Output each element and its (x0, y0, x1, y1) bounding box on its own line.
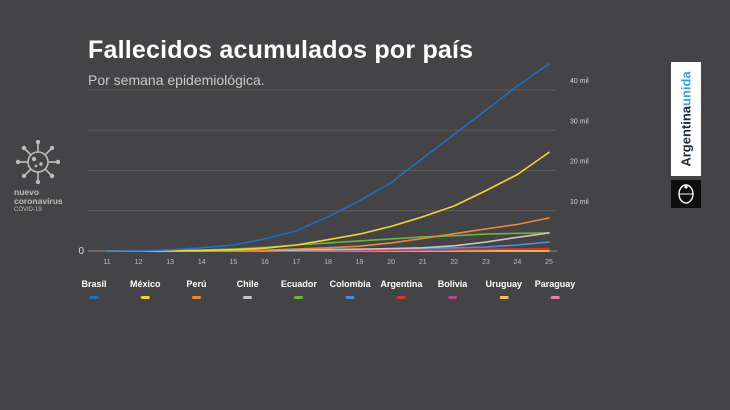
legend-item-uruguay: Uruguay (485, 279, 523, 299)
x-tick-label: 19 (356, 259, 364, 266)
y-tick-label: 30 mil (570, 118, 589, 125)
legend-item-peru: Perú (186, 279, 206, 299)
x-tick-label: 15 (229, 259, 237, 266)
legend-swatch (140, 296, 150, 299)
legend-swatch (294, 296, 304, 299)
x-tick-label: 14 (198, 259, 206, 266)
legend-label: Perú (186, 279, 207, 289)
legend-item-paraguay: Paraguay (534, 279, 576, 299)
y-tick-label: 0 (78, 246, 84, 257)
x-tick-label: 24 (514, 259, 522, 266)
legend-item-brasil: Brasil (81, 279, 107, 299)
legend-swatch (550, 296, 560, 299)
legend-label: Paraguay (534, 279, 576, 289)
y-tick-label: 10 mil (570, 199, 589, 206)
legend-item-mexico: México (129, 279, 161, 299)
legend-swatch (243, 296, 253, 299)
legend-item-bolivia: Bolivia (437, 279, 468, 299)
legend-label: Chile (236, 279, 259, 289)
legend-label: Colombia (329, 279, 371, 289)
coronavirus-badge: nuevo coronavirus COVID-19 (14, 140, 78, 215)
page-subtitle: Por semana epidemiológica. (88, 72, 265, 88)
legend-label: Brasil (81, 279, 107, 289)
x-tick-label: 18 (324, 259, 332, 266)
coronavirus-icon (16, 140, 60, 184)
x-tick-label: 25 (545, 259, 553, 266)
y-tick-label: 20 mil (570, 159, 589, 166)
legend-item-chile: Chile (237, 279, 259, 299)
legend-swatch (89, 296, 99, 299)
badge-line-2: coronavirus (14, 196, 63, 206)
x-tick-label: 20 (387, 259, 395, 266)
legend-swatch (191, 296, 201, 299)
legend-item-argentina: Argentina (380, 279, 422, 299)
badge-line-1: nuevo (14, 187, 40, 197)
legend-swatch (448, 296, 458, 299)
x-tick-label: 11 (103, 259, 110, 266)
legend-label: Bolivia (437, 279, 468, 289)
legend-label: Uruguay (485, 279, 523, 289)
legend-swatch (396, 296, 406, 299)
x-tick-label: 21 (419, 259, 427, 266)
legend-item-ecuador: Ecuador (281, 279, 317, 299)
y-tick-label: 40 mil (570, 78, 589, 85)
x-tick-label: 17 (293, 259, 301, 266)
national-seal-icon (671, 180, 701, 208)
argentina-unida-brand: Argentinaunida (671, 62, 701, 176)
legend-swatch (345, 296, 355, 299)
x-tick-label: 16 (261, 259, 269, 266)
x-tick-label: 23 (482, 259, 490, 266)
legend-label: México (129, 279, 161, 289)
series-line-brasil (106, 62, 550, 252)
series-line-mexico (106, 151, 550, 252)
badge-line-3: COVID-19 (14, 207, 42, 213)
legend-item-colombia: Colombia (330, 279, 371, 299)
legend-label: Argentina (380, 279, 423, 289)
legend-label: Ecuador (280, 279, 317, 289)
x-tick-label: 12 (135, 259, 143, 266)
x-tick-label: 13 (166, 259, 174, 266)
x-tick-label: 22 (450, 259, 458, 266)
legend-swatch (499, 296, 509, 299)
page-title: Fallecidos acumulados por país (88, 36, 474, 64)
